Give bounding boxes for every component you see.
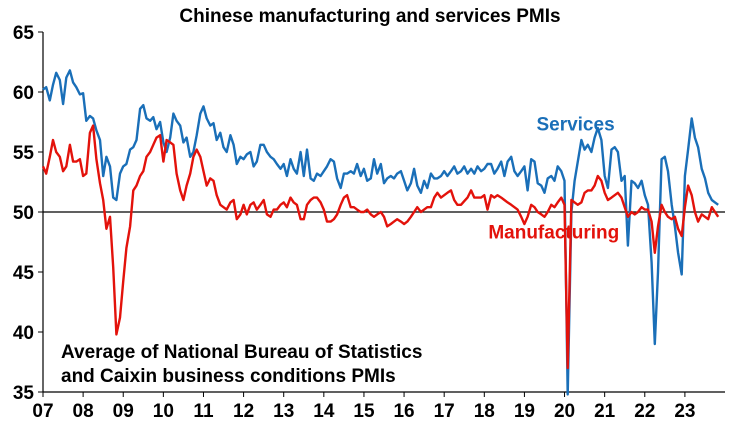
x-tick-label: 15	[353, 401, 375, 422]
x-tick-label: 14	[313, 401, 335, 422]
annotation-line-2: and Caixin business conditions PMIs	[61, 366, 396, 387]
x-tick-label: 11	[193, 401, 214, 422]
x-tick-label: 19	[514, 401, 535, 422]
y-tick-label: 55	[13, 143, 35, 164]
annotation-box: Average of National Bureau of Statistics…	[61, 342, 422, 387]
y-tick-label: 65	[13, 23, 35, 44]
y-axis-ticks: 35 40 45 50 55 60 65	[13, 23, 43, 404]
x-tick-label: 21	[594, 401, 616, 422]
annotation-line-1: Average of National Bureau of Statistics	[61, 342, 422, 363]
manufacturing-series-label: Manufacturing	[488, 222, 619, 243]
manufacturing-line	[41, 124, 720, 370]
series-group	[41, 69, 720, 396]
y-tick-label: 50	[13, 203, 34, 224]
x-tick-label: 10	[153, 401, 174, 422]
x-tick-label: 16	[393, 401, 414, 422]
chart-title: Chinese manufacturing and services PMIs	[179, 6, 560, 27]
y-tick-label: 40	[13, 323, 34, 344]
x-tick-label: 08	[73, 401, 94, 422]
series-labels: Services Manufacturing	[488, 114, 619, 243]
x-tick-label: 22	[634, 401, 655, 422]
x-tick-label: 20	[554, 401, 575, 422]
x-tick-label: 23	[674, 401, 695, 422]
x-tick-label: 09	[113, 401, 134, 422]
x-tick-label: 13	[273, 401, 294, 422]
services-series-label: Services	[536, 114, 614, 135]
y-tick-label: 60	[13, 83, 34, 104]
x-tick-label: 18	[474, 401, 495, 422]
y-tick-label: 35	[13, 383, 35, 404]
x-axis-ticks: 07 08 09 10 11 12 13 14 15 16 17 18 19 20 21 22 23	[32, 392, 695, 422]
x-tick-label: 17	[434, 401, 455, 422]
x-tick-label: 07	[32, 401, 53, 422]
x-tick-label: 12	[233, 401, 254, 422]
services-line	[42, 69, 719, 396]
y-tick-label: 45	[13, 263, 35, 284]
